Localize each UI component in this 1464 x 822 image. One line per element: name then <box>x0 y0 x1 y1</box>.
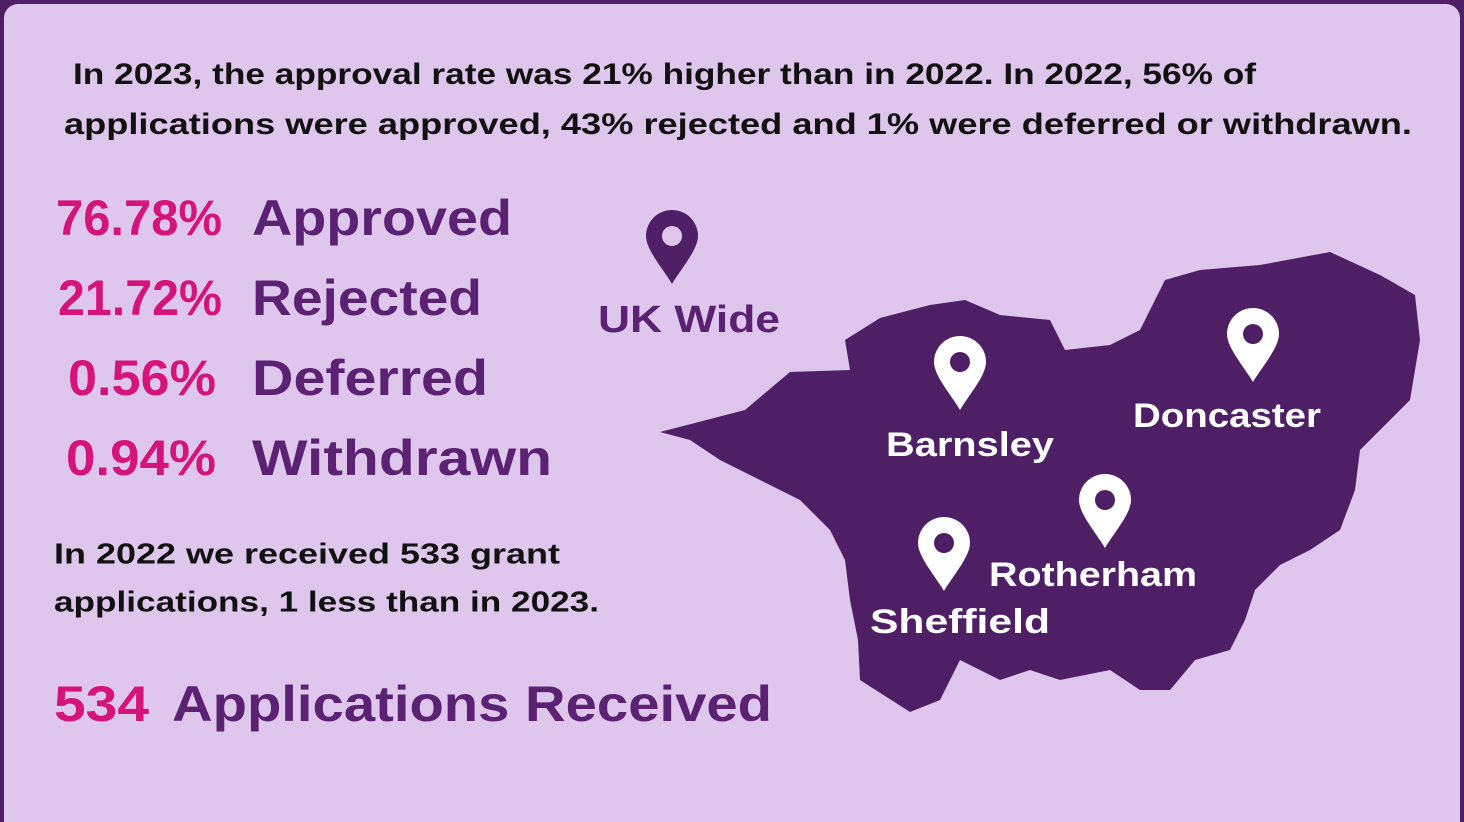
pin <box>918 517 970 591</box>
intro-line: In 2023, the approval rate was 21% highe… <box>73 58 1257 91</box>
location-label: Barnsley <box>886 426 1054 464</box>
note-line: applications, 1 less than in 2023. <box>54 587 599 619</box>
pin-icons <box>646 210 1279 591</box>
note-line: In 2022 we received 533 grant <box>54 539 560 571</box>
stat-label: Rejected <box>252 270 482 326</box>
pin <box>646 210 698 284</box>
stat-label: Deferred <box>252 350 488 406</box>
total-value: 534 <box>54 676 149 732</box>
stat-value: 76.78% <box>56 190 222 246</box>
intro-line: applications were approved, 43% rejected… <box>64 108 1412 141</box>
stat-value: 0.94% <box>66 430 216 486</box>
location-label: Doncaster <box>1133 397 1321 435</box>
location-label: Rotherham <box>989 556 1197 594</box>
pin <box>1227 308 1279 382</box>
stat-value: 0.56% <box>68 350 216 406</box>
total-label: Applications Received <box>172 676 772 732</box>
region-map <box>660 252 1420 712</box>
stat-value: 21.72% <box>58 270 222 326</box>
uk-label: UK Wide <box>598 299 780 341</box>
pin <box>1079 474 1131 548</box>
location-label: Sheffield <box>870 603 1050 641</box>
stat-label: Withdrawn <box>252 430 552 486</box>
stat-label: Approved <box>252 190 512 246</box>
pin <box>934 336 986 410</box>
